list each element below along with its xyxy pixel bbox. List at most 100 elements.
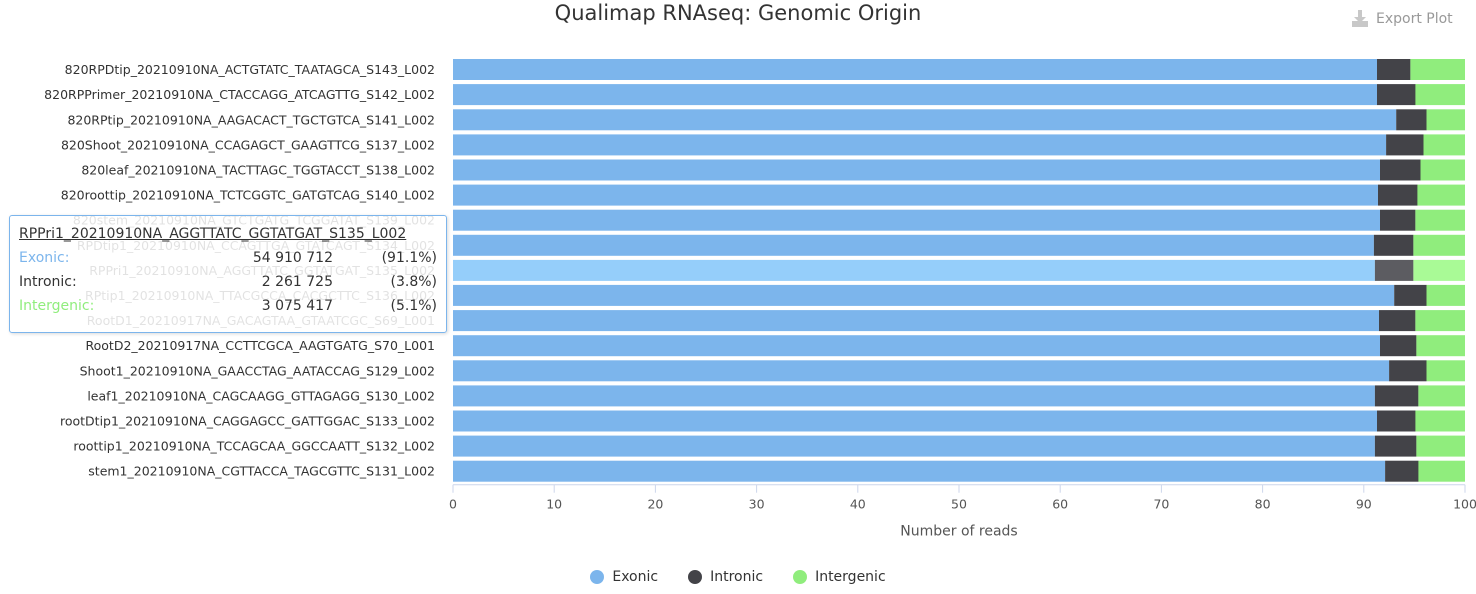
tooltip-count: 54 910 712 bbox=[252, 250, 333, 266]
tooltip-row: Exonic: 54 910 712 (91.1%) bbox=[19, 250, 437, 272]
bar-intergenic-15[interactable] bbox=[1416, 435, 1465, 457]
bar-intergenic-3[interactable] bbox=[1423, 134, 1466, 156]
bar-intronic-1[interactable] bbox=[1377, 84, 1416, 106]
bar-intronic-11[interactable] bbox=[1380, 335, 1417, 357]
bar-intergenic-4[interactable] bbox=[1420, 159, 1466, 181]
tooltip-percent: (5.1%) bbox=[390, 298, 438, 314]
bar-intronic-5[interactable] bbox=[1378, 184, 1418, 206]
chart-legend: Exonic Intronic Intergenic bbox=[0, 569, 1476, 585]
bar-intronic-8[interactable] bbox=[1374, 259, 1414, 281]
bar-exonic-9[interactable] bbox=[453, 284, 1395, 306]
bar-exonic-5[interactable] bbox=[453, 184, 1378, 206]
tooltip-row: Intronic: 2 261 725 (3.8%) bbox=[19, 274, 437, 296]
bar-intergenic-13[interactable] bbox=[1418, 385, 1465, 407]
bar-intronic-15[interactable] bbox=[1374, 435, 1417, 457]
bar-intergenic-2[interactable] bbox=[1426, 109, 1466, 131]
x-tick-label: 0 bbox=[449, 497, 457, 512]
x-tick-label: 10 bbox=[546, 497, 562, 512]
export-plot-button[interactable]: Export Plot bbox=[1350, 9, 1453, 29]
bar-intergenic-16[interactable] bbox=[1418, 460, 1465, 482]
bar-intergenic-1[interactable] bbox=[1415, 84, 1465, 106]
bar-exonic-0[interactable] bbox=[453, 59, 1377, 80]
bar-intronic-14[interactable] bbox=[1377, 410, 1416, 432]
row-label: stem1_20210910NA_CGTTACCA_TAGCGTTC_S131_… bbox=[88, 464, 435, 479]
row-label: RootD2_20210917NA_CCTTCGCA_AAGTGATG_S70_… bbox=[86, 338, 436, 353]
x-tick-label: 60 bbox=[1052, 497, 1068, 512]
bar-intronic-0[interactable] bbox=[1377, 59, 1411, 80]
x-tick-label: 70 bbox=[1153, 497, 1169, 512]
bar-intronic-2[interactable] bbox=[1396, 109, 1427, 131]
row-label: 820roottip_20210910NA_TCTCGGTC_GATGTCAG_… bbox=[61, 188, 435, 203]
tooltip-series-name: Intergenic: bbox=[19, 298, 95, 314]
x-tick-label: 100 bbox=[1453, 497, 1476, 512]
x-tick-label: 50 bbox=[951, 497, 967, 512]
row-label: 820leaf_20210910NA_TACTTAGC_TGGTACCT_S13… bbox=[81, 163, 435, 178]
tooltip-row: Intergenic: 3 075 417 (5.1%) bbox=[19, 298, 437, 320]
bar-intergenic-8[interactable] bbox=[1413, 259, 1465, 281]
bars-layer bbox=[453, 59, 1465, 482]
bar-intronic-13[interactable] bbox=[1374, 385, 1419, 407]
tooltip-series-name: Intronic: bbox=[19, 274, 77, 290]
export-plot-label: Export Plot bbox=[1376, 11, 1453, 27]
row-label: leaf1_20210910NA_CAGCAAGG_GTTAGAGG_S130_… bbox=[87, 388, 435, 403]
row-label: 820RPPrimer_20210910NA_CTACCAGG_ATCAGTTG… bbox=[44, 87, 435, 102]
bar-intergenic-0[interactable] bbox=[1410, 59, 1465, 80]
bar-intronic-16[interactable] bbox=[1385, 460, 1419, 482]
row-label: 820RPtip_20210910NA_AAGACACT_TGCTGTCA_S1… bbox=[67, 112, 435, 127]
bar-intronic-10[interactable] bbox=[1379, 310, 1416, 332]
bar-intergenic-14[interactable] bbox=[1415, 410, 1465, 432]
bar-exonic-4[interactable] bbox=[453, 159, 1380, 181]
legend-item-exonic[interactable]: Exonic bbox=[590, 569, 658, 585]
tooltip-series-name: Exonic: bbox=[19, 250, 70, 266]
bar-exonic-14[interactable] bbox=[453, 410, 1377, 432]
bar-intronic-7[interactable] bbox=[1373, 234, 1414, 256]
row-label: 820Shoot_20210910NA_CCAGAGCT_GAAGTTCG_S1… bbox=[61, 137, 435, 152]
bar-exonic-12[interactable] bbox=[453, 360, 1390, 382]
x-tick-label: 90 bbox=[1356, 497, 1372, 512]
bar-intronic-4[interactable] bbox=[1380, 159, 1421, 181]
bar-intronic-12[interactable] bbox=[1389, 360, 1427, 382]
legend-label: Exonic bbox=[612, 569, 659, 585]
x-tick-label: 40 bbox=[850, 497, 866, 512]
tooltip-sample-name: RPPri1_20210910NA_AGGTTATC_GGTATGAT_S135… bbox=[19, 226, 407, 242]
legend-marker bbox=[793, 570, 808, 584]
bar-intergenic-6[interactable] bbox=[1415, 209, 1465, 231]
row-label: 820RPDtip_20210910NA_ACTGTATC_TAATAGCA_S… bbox=[65, 62, 435, 77]
legend-marker bbox=[688, 570, 703, 584]
bar-intergenic-12[interactable] bbox=[1426, 360, 1466, 382]
legend-item-intronic[interactable]: Intronic bbox=[688, 569, 763, 585]
bar-exonic-7[interactable] bbox=[453, 234, 1374, 256]
chart-title: Qualimap RNAseq: Genomic Origin bbox=[554, 1, 922, 25]
bar-exonic-13[interactable] bbox=[453, 385, 1375, 407]
bar-intergenic-5[interactable] bbox=[1417, 184, 1465, 206]
bar-exonic-11[interactable] bbox=[453, 335, 1380, 357]
bar-exonic-8[interactable] bbox=[453, 259, 1375, 281]
tooltip: RPPri1_20210910NA_AGGTTATC_GGTATGAT_S135… bbox=[9, 215, 447, 333]
legend-label: Intergenic bbox=[815, 569, 886, 585]
row-label: rootDtip1_20210910NA_CAGGAGCC_GATTGGAC_S… bbox=[60, 414, 435, 429]
download-icon bbox=[1352, 10, 1368, 27]
bar-exonic-10[interactable] bbox=[453, 310, 1379, 332]
bar-intronic-6[interactable] bbox=[1380, 209, 1416, 231]
tooltip-percent: (91.1%) bbox=[381, 250, 437, 266]
bar-intergenic-7[interactable] bbox=[1413, 234, 1465, 256]
bar-exonic-6[interactable] bbox=[453, 209, 1380, 231]
bar-intronic-9[interactable] bbox=[1394, 284, 1427, 306]
legend-marker bbox=[590, 570, 605, 584]
x-tick-label: 20 bbox=[647, 497, 663, 512]
x-axis-title: Number of reads bbox=[900, 524, 1017, 540]
bar-exonic-16[interactable] bbox=[453, 460, 1386, 482]
legend-item-intergenic[interactable]: Intergenic bbox=[793, 569, 886, 585]
bar-exonic-1[interactable] bbox=[453, 84, 1377, 106]
bar-exonic-2[interactable] bbox=[453, 109, 1397, 131]
bar-intergenic-9[interactable] bbox=[1426, 284, 1466, 306]
bar-exonic-3[interactable] bbox=[453, 134, 1387, 156]
bar-intergenic-10[interactable] bbox=[1415, 310, 1465, 332]
tooltip-count: 3 075 417 bbox=[261, 298, 333, 314]
tooltip-count: 2 261 725 bbox=[261, 274, 333, 290]
bar-intergenic-11[interactable] bbox=[1416, 335, 1465, 357]
row-label: Shoot1_20210910NA_GAACCTAG_AATACCAG_S129… bbox=[80, 363, 435, 378]
legend-label: Intronic bbox=[710, 569, 764, 585]
bar-intronic-3[interactable] bbox=[1386, 134, 1424, 156]
bar-exonic-15[interactable] bbox=[453, 435, 1375, 457]
